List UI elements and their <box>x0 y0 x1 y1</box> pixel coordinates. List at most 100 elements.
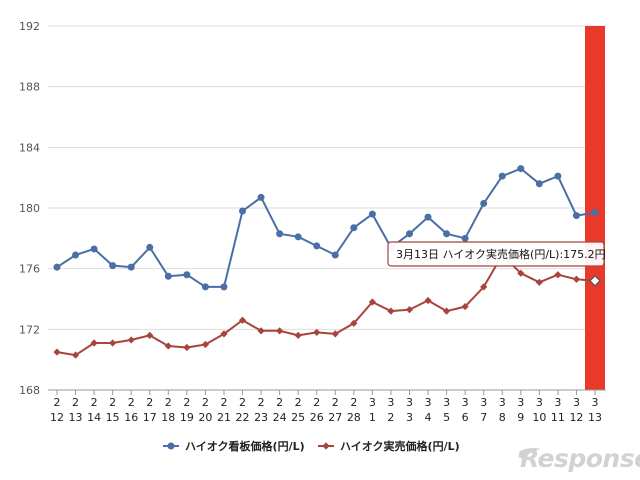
highlight-band-layer <box>585 26 605 390</box>
x-tick-label-month-28: 3 <box>573 396 580 409</box>
series-0-point-1 <box>72 251 80 259</box>
x-tick-label-day-27: 11 <box>551 411 565 424</box>
x-tick-label-month-12: 2 <box>276 396 283 409</box>
series-1-point-2 <box>90 339 98 347</box>
x-tick-label-month-22: 3 <box>462 396 469 409</box>
x-tick-label-month-8: 2 <box>202 396 209 409</box>
series-0-point-16 <box>350 224 358 232</box>
series-1-point-16 <box>350 319 358 327</box>
series-0-point-28 <box>572 212 580 220</box>
x-tick-label-day-21: 5 <box>443 411 450 424</box>
x-tick-label-day-2: 14 <box>87 411 101 424</box>
highlight-band <box>585 26 605 390</box>
x-tick-label-day-15: 27 <box>328 411 342 424</box>
x-tick-label-month-27: 3 <box>554 396 561 409</box>
x-tick-label-month-21: 3 <box>443 396 450 409</box>
x-tick-label-day-12: 24 <box>273 411 287 424</box>
x-tick-label-month-6: 2 <box>165 396 172 409</box>
series-0-point-25 <box>517 165 525 173</box>
x-tick-label-month-1: 2 <box>72 396 79 409</box>
series-1-point-8 <box>201 340 210 349</box>
response-logo-swoosh-icon <box>518 447 540 459</box>
x-tick-label-day-26: 10 <box>532 411 546 424</box>
series-1-point-19 <box>405 306 414 314</box>
x-tick-label-day-7: 19 <box>180 411 194 424</box>
series-0-point-11 <box>257 193 265 201</box>
series-1-point-28 <box>572 275 581 283</box>
series-1-point-6 <box>164 342 172 350</box>
series-0-point-23 <box>480 199 488 207</box>
x-tick-label-day-8: 20 <box>198 411 212 424</box>
legend: ハイオク看板価格(円/L) ハイオク実売価格(円/L) <box>163 439 460 453</box>
series-1-point-11 <box>257 327 265 335</box>
x-tick-label-day-13: 25 <box>291 411 305 424</box>
series-0-point-12 <box>276 230 284 238</box>
x-tick-label-month-15: 2 <box>332 396 339 409</box>
x-tick-label-day-14: 26 <box>310 411 324 424</box>
series-1-point-17 <box>368 298 376 306</box>
series-1-point-22 <box>461 302 469 311</box>
series-0-point-15 <box>331 251 339 259</box>
series-0-point-21 <box>443 230 451 238</box>
legend-marker-0 <box>167 442 175 450</box>
series-0-point-7 <box>183 271 191 279</box>
x-tick-label-month-7: 2 <box>183 396 190 409</box>
x-tick-label-month-19: 3 <box>406 396 413 409</box>
y-tick-label-188: 188 <box>19 81 40 94</box>
x-tick-label-month-2: 2 <box>91 396 98 409</box>
x-tick-label-day-1: 13 <box>69 411 83 424</box>
series-1-point-3 <box>109 339 117 347</box>
x-tick-label-day-20: 4 <box>425 411 432 424</box>
series-0-point-4 <box>127 263 135 271</box>
series-1-point-27 <box>554 271 562 279</box>
x-tick-label-month-3: 2 <box>109 396 116 409</box>
series-1-point-0 <box>53 348 61 356</box>
x-tick-label-month-25: 3 <box>517 396 524 409</box>
series-0-point-29 <box>591 209 599 217</box>
x-tick-label-day-6: 18 <box>161 411 175 424</box>
x-tick-label-day-22: 6 <box>462 411 469 424</box>
x-tick-label-day-0: 12 <box>50 411 64 424</box>
x-tick-label-month-9: 2 <box>220 396 227 409</box>
x-tick-label-month-4: 2 <box>128 396 135 409</box>
series-1-point-4 <box>127 336 135 344</box>
y-tick-label-168: 168 <box>19 384 40 397</box>
tooltip-box <box>387 241 605 267</box>
tooltip: 3月13日 ハイオク実売価格(円/L):175.2円 <box>387 241 606 287</box>
series-0-point-17 <box>368 210 376 218</box>
series-0-point-3 <box>109 262 117 270</box>
axes: 1681721761801841881922122132142152162172… <box>19 20 606 424</box>
x-tick-label-month-18: 3 <box>387 396 394 409</box>
x-tick-label-day-18: 2 <box>387 411 394 424</box>
x-tick-label-month-14: 2 <box>313 396 320 409</box>
series-1-point-12 <box>276 327 284 335</box>
series-0-point-24 <box>498 172 506 180</box>
x-tick-label-day-10: 22 <box>236 411 250 424</box>
x-tick-label-month-29: 3 <box>592 396 599 409</box>
x-tick-label-month-5: 2 <box>146 396 153 409</box>
series-1-point-1 <box>71 351 80 359</box>
watermark-logo: Response. <box>518 444 640 473</box>
y-tick-label-192: 192 <box>19 20 40 33</box>
x-tick-label-day-17: 1 <box>369 411 376 424</box>
x-tick-label-day-19: 3 <box>406 411 413 424</box>
series-1-point-14 <box>313 328 321 336</box>
series-0-point-13 <box>294 233 302 241</box>
watermark-text: Response. <box>520 444 640 473</box>
y-tick-label-180: 180 <box>19 202 40 215</box>
series-1-point-26 <box>535 278 543 286</box>
x-tick-label-month-24: 3 <box>499 396 506 409</box>
x-tick-label-day-5: 17 <box>143 411 157 424</box>
tooltip-text: 3月13日 ハイオク実売価格(円/L):175.2円 <box>396 247 606 261</box>
x-tick-label-month-17: 3 <box>369 396 376 409</box>
series-0-point-8 <box>201 283 209 291</box>
y-tick-label-176: 176 <box>19 263 40 276</box>
series-1-point-9 <box>220 330 228 338</box>
x-tick-label-month-26: 3 <box>536 396 543 409</box>
series-1-point-13 <box>294 331 302 339</box>
legend-label-1: ハイオク実売価格(円/L) <box>340 439 460 453</box>
x-tick-label-day-16: 28 <box>347 411 361 424</box>
series-0-point-26 <box>535 180 543 188</box>
